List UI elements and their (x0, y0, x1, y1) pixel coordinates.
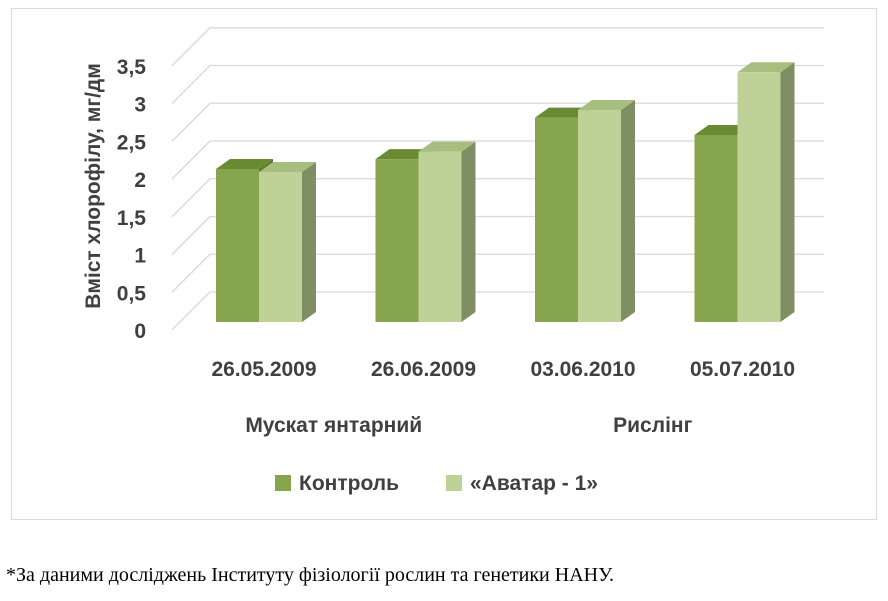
y-tick-label: 3 (134, 94, 146, 117)
legend-label-control: Контроль (299, 472, 399, 495)
y-tick-label: 0 (134, 320, 146, 343)
bar-side (621, 100, 635, 322)
bar-side (302, 161, 316, 322)
gridline-depth (171, 253, 211, 293)
category-groups: Мускат янтарний Рислінг (245, 414, 692, 437)
bar-front (259, 171, 302, 322)
gridline-depth (171, 102, 211, 142)
gridline-depth (171, 178, 211, 218)
bar-top (535, 107, 592, 118)
bar-front (578, 110, 621, 322)
bar-side (780, 62, 795, 323)
footnote: *За даними досліджень Інституту фізіолог… (6, 564, 614, 586)
x-group-label: Мускат янтарний (245, 414, 422, 437)
bar-front (418, 151, 462, 322)
bar-avatar-0 (259, 161, 316, 322)
bar-front (737, 72, 781, 322)
gridline-depth (171, 291, 211, 331)
bar-top (694, 124, 752, 135)
bar-top (418, 141, 476, 152)
x-axis-categories: 26.05.2009 26.06.2009 03.06.2010 05.07.2010 (211, 358, 795, 381)
bar-top (737, 62, 795, 73)
legend-swatch-avatar (446, 475, 462, 491)
y-tick-label: 1,5 (117, 207, 147, 230)
x-category-label: 26.05.2009 (211, 358, 316, 381)
bar-side (461, 141, 476, 322)
bar-avatar-1 (418, 141, 476, 322)
legend: Контроль «Аватар - 1» (275, 472, 598, 495)
bar-front (216, 168, 259, 322)
bar-avatar-3 (737, 62, 795, 323)
legend-label-avatar: «Аватар - 1» (470, 472, 598, 495)
bar-top (216, 158, 273, 169)
gridline-depth (171, 140, 211, 180)
x-category-label: 05.07.2010 (690, 358, 795, 381)
bar-front (535, 117, 578, 322)
y-tick-label: 2 (134, 169, 146, 192)
y-axis-ticks: 0 0,5 1 1,5 2 2,5 3 3,5 (117, 56, 147, 343)
y-tick-label: 0,5 (117, 282, 147, 305)
gridline-depth (171, 65, 211, 104)
y-axis-label: Вміст хлорофілу, мг/дм (82, 63, 105, 309)
legend-swatch-control (275, 475, 291, 491)
bar-top (375, 149, 433, 160)
bars (216, 62, 795, 323)
bar-front (694, 134, 738, 322)
x-category-label: 26.06.2009 (371, 358, 476, 381)
bar-top (259, 161, 316, 172)
bar-avatar-2 (578, 100, 635, 322)
x-category-label: 03.06.2010 (530, 358, 635, 381)
gridline-depth (171, 27, 211, 67)
gridline-depth (171, 216, 211, 255)
x-group-label: Рислінг (613, 414, 692, 437)
y-tick-label: 1 (134, 245, 146, 268)
bar-front (375, 159, 419, 322)
y-tick-label: 2,5 (117, 131, 147, 154)
y-tick-label: 3,5 (117, 56, 147, 79)
bar-top (578, 100, 635, 111)
